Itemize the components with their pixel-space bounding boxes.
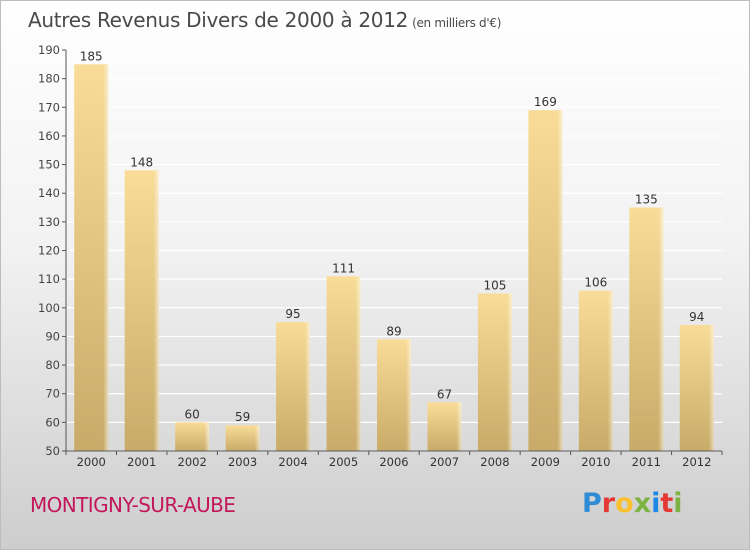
brand-letter: o [615, 488, 634, 519]
bar-value-label: 148 [130, 155, 153, 169]
y-tick-label: 150 [38, 158, 60, 172]
bar [629, 207, 664, 451]
x-tick-label: 2012 [682, 455, 711, 469]
bar-highlight [254, 425, 260, 451]
bar-highlight [607, 290, 613, 451]
y-tick-label: 80 [45, 358, 60, 372]
bar-value-label: 94 [689, 310, 704, 324]
x-tick-label: 2008 [480, 455, 509, 469]
brand-letter: P [582, 488, 602, 519]
x-tick-label: 2005 [329, 455, 358, 469]
x-tick-label: 2002 [178, 455, 207, 469]
bar-value-label: 135 [635, 193, 658, 207]
y-tick-label: 110 [38, 272, 60, 286]
bar-highlight [506, 293, 512, 451]
bar [477, 293, 512, 451]
x-tick-label: 2001 [127, 455, 156, 469]
bar [276, 322, 311, 451]
bar-value-label: 169 [534, 95, 557, 109]
x-tick-label: 2011 [632, 455, 661, 469]
bar [528, 110, 563, 452]
y-tick-label: 170 [38, 100, 60, 114]
y-tick-label: 180 [38, 72, 60, 86]
x-tick-label: 2003 [228, 455, 257, 469]
y-tick-label: 70 [45, 387, 60, 401]
title-text: Autres Revenus Divers de 2000 à 2012 [28, 8, 409, 32]
y-tick-label: 190 [38, 43, 60, 57]
y-tick-label: 60 [45, 415, 60, 429]
bar-value-label: 185 [80, 49, 103, 63]
bar-highlight [456, 402, 462, 451]
y-tick-label: 130 [38, 215, 60, 229]
x-tick-label: 2000 [77, 455, 106, 469]
title-unit: (en milliers d'€) [412, 16, 502, 30]
bar-value-label: 106 [584, 276, 607, 290]
x-tick-label: 2004 [278, 455, 307, 469]
bar-value-label: 111 [332, 261, 355, 275]
bar-highlight [355, 276, 361, 451]
proxiti-logo[interactable]: Proxiti [582, 488, 683, 519]
bar-value-label: 67 [437, 387, 452, 401]
bars-group: 185 148 60 59 95 111 89 67 105 169 106 135 94 [74, 49, 714, 452]
bar [578, 290, 613, 451]
bar-highlight [557, 110, 563, 452]
x-tick-label: 2006 [379, 455, 408, 469]
x-tick-label: 2007 [430, 455, 459, 469]
bar-highlight [708, 324, 714, 451]
bar-value-label: 105 [483, 278, 506, 292]
bar [679, 324, 714, 451]
bar-highlight [153, 170, 159, 452]
bar [377, 339, 411, 451]
bar-highlight [305, 322, 311, 451]
brand-letter: t [660, 488, 674, 519]
bar-highlight [204, 422, 210, 451]
brand-letter: i [651, 488, 661, 519]
brand-letter: x [633, 488, 652, 519]
y-tick-label: 120 [38, 244, 60, 258]
bar-highlight [103, 64, 109, 452]
brand-letter: i [673, 488, 683, 519]
bar-value-label: 89 [386, 324, 401, 338]
bar-value-label: 60 [185, 407, 200, 421]
bar-highlight [406, 339, 411, 451]
x-tick-label: 2009 [531, 455, 560, 469]
y-tick-label: 90 [45, 329, 60, 343]
chart-title: Autres Revenus Divers de 2000 à 2012 (en … [28, 8, 501, 32]
y-tick-label: 50 [45, 444, 60, 458]
bar [175, 422, 210, 451]
brand-letter: r [601, 488, 616, 519]
y-tick-label: 100 [38, 301, 60, 315]
bar [124, 170, 159, 452]
y-axis-ticks: 50 60 70 80 90 100 110 120 130 140 150 160 170 180 190 [38, 43, 66, 458]
x-tick-label: 2010 [581, 455, 610, 469]
bar [74, 64, 109, 452]
y-tick-label: 160 [38, 129, 60, 143]
bar-value-label: 59 [235, 410, 250, 424]
bar [326, 276, 361, 451]
bar [225, 425, 260, 451]
bar-highlight [658, 207, 664, 451]
bar [427, 402, 462, 451]
bar-value-label: 95 [285, 307, 300, 321]
commune-name: MONTIGNY-SUR-AUBE [30, 493, 236, 517]
x-axis-ticks: 2000 2001 2002 2003 2004 2005 2006 2007 2008 2009… [65, 451, 723, 469]
y-tick-label: 140 [38, 186, 60, 200]
